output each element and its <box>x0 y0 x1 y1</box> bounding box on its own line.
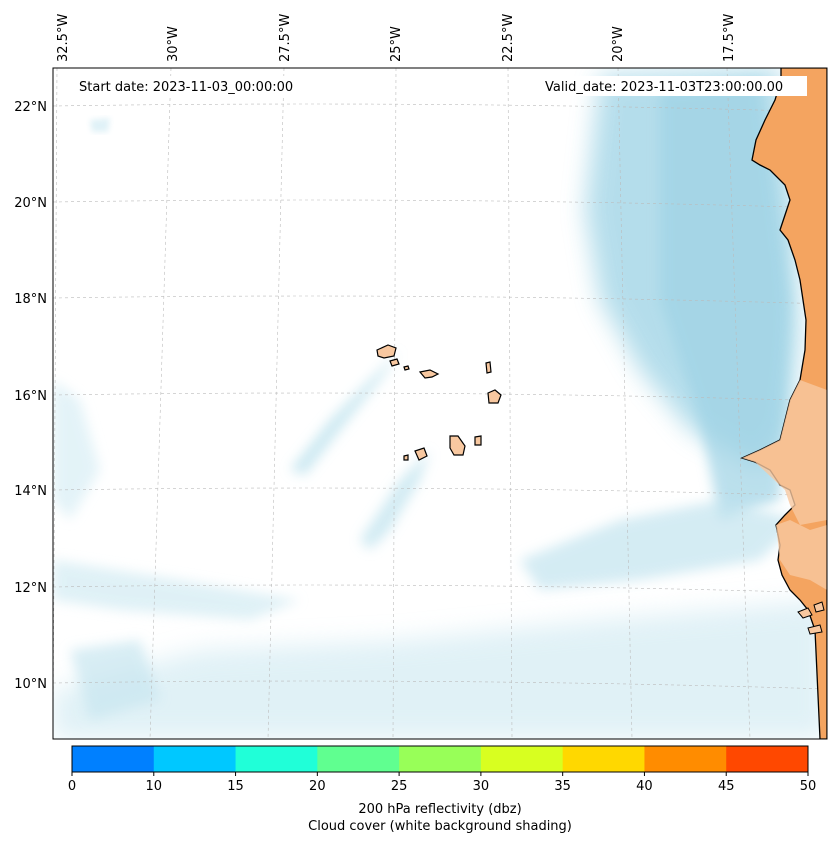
colorbar-ticks: 0 10 15 20 25 30 35 40 45 50 <box>68 772 816 794</box>
cloud-patch-north <box>90 118 110 132</box>
colorbar-segments <box>72 746 809 772</box>
lon-label-17-5w: 17.5°W <box>722 14 737 62</box>
lon-label-22-5w: 22.5°W <box>501 14 516 62</box>
latitude-labels: 22°N 20°N 18°N 16°N 14°N 12°N 10°N <box>14 100 47 692</box>
cloud-band-southern <box>53 600 827 739</box>
colorbar-segment <box>399 746 482 772</box>
lon-label-32-5w: 32.5°W <box>56 14 71 62</box>
parallel-14n <box>53 487 827 497</box>
colorbar-tick-label: 25 <box>391 779 408 794</box>
cloud-patch-southwest <box>70 640 160 720</box>
colorbar-segment <box>317 746 400 772</box>
cloud-band-west <box>53 560 300 620</box>
colorbar-tick-label: 0 <box>68 779 76 794</box>
lon-label-27-5w: 27.5°W <box>278 14 293 62</box>
lat-label-18n: 18°N <box>14 292 47 307</box>
colorbar-tick-label: 45 <box>718 779 735 794</box>
colorbar-tick-label: 40 <box>636 779 653 794</box>
island-brava <box>403 454 409 461</box>
island-sal <box>485 361 492 374</box>
meridian-20w <box>617 68 633 739</box>
meridian-17-5w <box>726 68 751 739</box>
cloud-streak-south <box>360 450 430 550</box>
colorbar-segment <box>726 746 809 772</box>
meridian-25w <box>392 68 397 739</box>
graticule <box>53 68 827 739</box>
parallel-12n <box>53 584 827 594</box>
colorbar-tick-label: 10 <box>146 779 163 794</box>
meridian-22-5w <box>507 68 513 739</box>
colorbar-label-line2: Cloud cover (white background shading) <box>308 819 572 834</box>
start-date-label: Start date: 2023-11-03_00:00:00 <box>79 80 293 95</box>
lat-label-20n: 20°N <box>14 196 47 211</box>
cap-vert-light-region <box>742 380 827 525</box>
bijagos-islands <box>797 601 825 635</box>
lat-label-14n: 14°N <box>14 484 47 499</box>
colorbar-tick-label: 20 <box>309 779 326 794</box>
lat-label-16n: 16°N <box>14 389 47 404</box>
map-panel: Start date: 2023-11-03_00:00:00 Valid_da… <box>53 68 827 739</box>
island-maio <box>474 435 482 446</box>
cloud-band-coastal <box>660 80 790 520</box>
colorbar-segment <box>153 746 237 772</box>
island-santa-luzia <box>403 365 410 371</box>
colorbar-label-line1: 200 hPa reflectivity (dbz) <box>358 802 521 817</box>
colorbar: 0 10 15 20 25 30 35 40 45 50 200 hPa reflectivity… <box>68 745 816 834</box>
lat-label-10n: 10°N <box>14 677 47 692</box>
longitude-labels: 32.5°W 30°W 27.5°W 25°W 22.5°W 20°W 17.5… <box>56 14 737 62</box>
meridian-30w <box>149 68 172 739</box>
colorbar-tick-label: 30 <box>473 779 490 794</box>
lon-label-25w: 25°W <box>389 26 404 62</box>
colorbar-frame <box>71 745 809 773</box>
lat-label-22n: 22°N <box>14 100 47 115</box>
colorbar-tick-label: 15 <box>227 779 244 794</box>
cloud-cover-shading <box>53 68 827 739</box>
parallel-22n <box>53 103 827 113</box>
cape-verde-islands <box>376 344 502 461</box>
parallel-18n <box>53 295 827 305</box>
start-date-label-bg <box>74 76 310 96</box>
colorbar-segment <box>480 746 564 772</box>
parallel-20n <box>53 199 827 209</box>
valid-date-label: Valid_date: 2023-11-03T23:00:00.00 <box>545 80 783 95</box>
lon-label-20w: 20°W <box>611 26 626 62</box>
map-frame <box>52 67 828 740</box>
cloud-streak-west <box>53 380 100 520</box>
colorbar-tick-label: 50 <box>800 779 817 794</box>
island-boa-vista <box>487 389 502 404</box>
meridian-32-5w <box>53 68 58 739</box>
cloud-band-lower <box>520 500 800 590</box>
island-fogo <box>414 447 428 461</box>
colorbar-tick-label: 35 <box>554 779 571 794</box>
colorbar-segment <box>562 746 645 772</box>
african-coast <box>740 68 827 739</box>
parallel-16n <box>53 392 827 402</box>
cloud-streak-central <box>290 350 400 475</box>
island-sao-nicolau <box>418 369 440 379</box>
parallel-10n <box>53 680 827 690</box>
gambia-light-region <box>776 520 827 590</box>
island-santo-antao <box>376 344 397 359</box>
island-santiago <box>449 435 466 456</box>
colorbar-segment <box>72 746 155 772</box>
lon-label-30w: 30°W <box>166 26 181 62</box>
colorbar-segment <box>235 746 318 772</box>
colorbar-segment <box>644 746 727 772</box>
lat-label-12n: 12°N <box>14 581 47 596</box>
valid-date-label-bg <box>540 76 807 96</box>
island-sao-vicente <box>389 358 400 367</box>
meridian-27-5w <box>267 68 285 739</box>
